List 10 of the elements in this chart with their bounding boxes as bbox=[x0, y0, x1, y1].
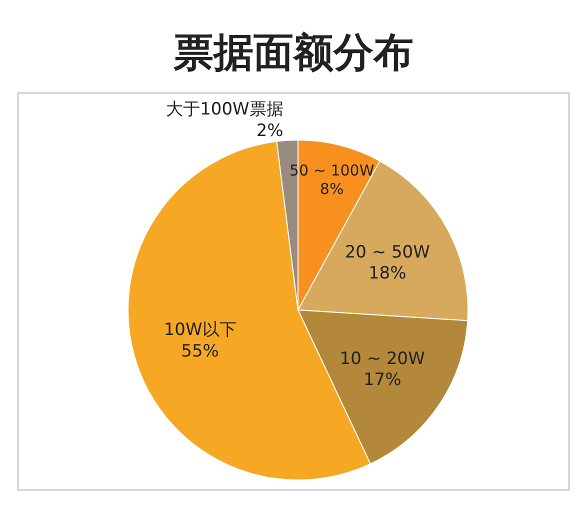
data-label: 8% bbox=[320, 180, 344, 198]
slice-label: 大于100W票据 bbox=[166, 100, 284, 120]
data-label: 2% bbox=[256, 120, 284, 141]
slice-label: 10 ~ 20W bbox=[340, 348, 426, 369]
data-label: 18% bbox=[368, 264, 406, 284]
data-label: 55% bbox=[181, 341, 219, 362]
chart-title: 票据面额分布 bbox=[174, 30, 414, 76]
data-label: 17% bbox=[363, 370, 402, 390]
slice-label: 10W以下 bbox=[164, 320, 236, 340]
slice-label: 20 ~ 50W bbox=[344, 242, 430, 262]
